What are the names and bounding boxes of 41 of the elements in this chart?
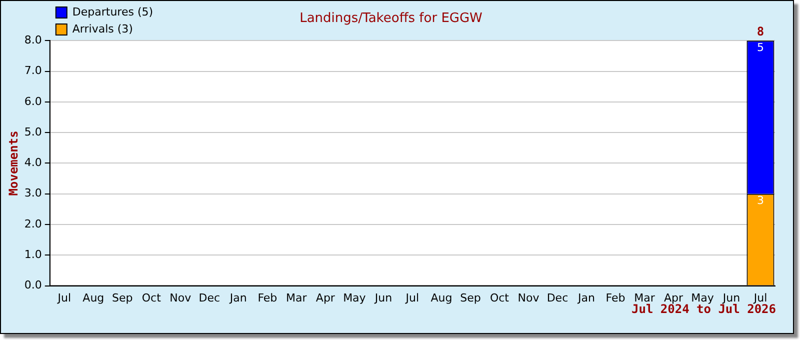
- x-tick-label: Jan: [228, 291, 247, 304]
- y-tick-label: 5.0: [24, 125, 42, 138]
- legend-label: Departures (5): [72, 5, 154, 18]
- x-tick-label: Jul: [752, 291, 768, 304]
- y-tick-label: 7.0: [24, 64, 42, 78]
- x-tick-label: May: [343, 291, 366, 304]
- y-tick-label: 1.0: [24, 248, 42, 262]
- legend-label: Arrivals (3): [72, 22, 133, 36]
- x-tick-label: Feb: [606, 291, 626, 304]
- x-tick-label: Jan: [576, 291, 595, 304]
- x-tick-label: Sep: [112, 291, 133, 304]
- x-tick-label: Apr: [664, 291, 684, 304]
- x-tick-label: Aug: [82, 291, 104, 304]
- x-tick-label: Apr: [316, 291, 336, 304]
- y-axis-title: Movements: [6, 130, 20, 196]
- y-tick-label: 8.0: [24, 33, 42, 46]
- x-tick-label: Jul: [404, 291, 420, 304]
- x-tick-label: Aug: [430, 291, 452, 304]
- y-tick-label: 2.0: [24, 217, 42, 230]
- y-tick-label: 0.0: [24, 278, 42, 292]
- x-tick-label: Feb: [258, 291, 278, 304]
- x-tick-label: Jun: [374, 291, 392, 304]
- x-tick-label: May: [691, 291, 714, 304]
- x-tick-label: Nov: [170, 291, 192, 304]
- y-tick-label: 4.0: [24, 156, 42, 170]
- data-label: 3: [757, 194, 764, 208]
- chart-title: Landings/Takeoffs for EGGW: [300, 11, 483, 26]
- x-tick-label: Mar: [634, 291, 656, 304]
- x-tick-label: Oct: [490, 291, 510, 304]
- x-tick-label: Dec: [198, 291, 220, 304]
- x-tick-label: Jul: [56, 291, 72, 304]
- data-label: 5: [757, 40, 764, 54]
- x-tick-label: Jun: [722, 291, 740, 304]
- y-tick-label: 6.0: [24, 94, 42, 108]
- x-tick-label: Sep: [460, 291, 481, 304]
- x-tick-label: Nov: [518, 291, 540, 304]
- y-tick-label: 3.0: [24, 186, 42, 200]
- total-label: 8: [756, 24, 764, 39]
- x-tick-label: Oct: [142, 291, 162, 304]
- x-tick-label: Mar: [286, 291, 308, 304]
- x-tick-label: Dec: [546, 291, 568, 304]
